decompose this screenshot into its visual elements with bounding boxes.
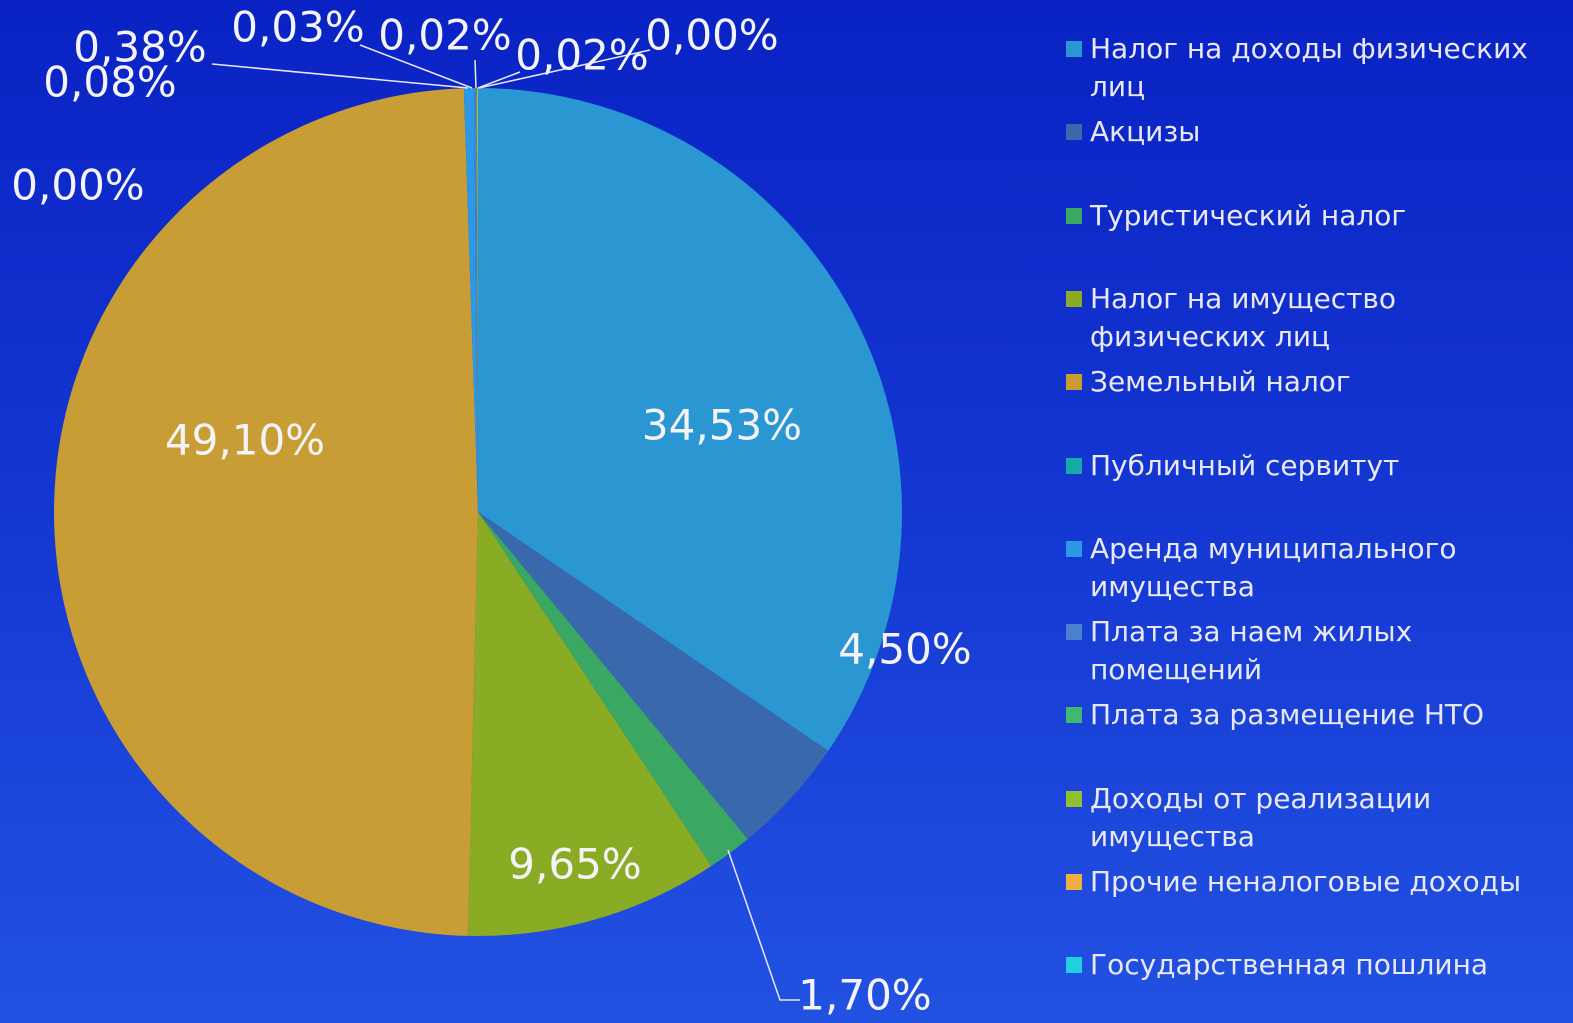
legend-item: Акцизы xyxy=(1066,113,1571,151)
slice xyxy=(478,88,902,751)
legend-swatch xyxy=(1066,874,1082,890)
legend-item: Публичный сервитут xyxy=(1066,447,1571,485)
legend-item: Доходы от реализации имущества xyxy=(1066,780,1571,856)
slice xyxy=(53,88,478,936)
legend-swatch xyxy=(1066,540,1082,557)
data-label: 0,03% xyxy=(231,3,364,52)
data-label: 0,38% xyxy=(73,23,206,72)
legend-item: Налог на доходы физических лиц xyxy=(1066,30,1571,106)
legend-label: Налог на имущество физических лиц xyxy=(1090,281,1397,353)
legend-item: Плата за размещение НТО xyxy=(1066,696,1571,734)
legend-swatch xyxy=(1066,624,1082,641)
legend-swatch xyxy=(1066,207,1082,224)
legend-label: Земельный налог xyxy=(1090,365,1351,399)
legend-item: Государственная пошлина xyxy=(1066,946,1571,984)
leader-line xyxy=(478,49,651,89)
data-label: 0,02% xyxy=(515,31,648,80)
legend-swatch xyxy=(1066,790,1082,807)
legend-label: Плата за наем жилых помещений xyxy=(1090,615,1413,687)
data-label: 1,70% xyxy=(798,971,931,1020)
legend: Налог на доходы физических лиц Акцизы Тури… xyxy=(1066,0,1571,1023)
slice xyxy=(476,88,478,512)
legend-item: Туристический налог xyxy=(1066,197,1571,235)
leader-line xyxy=(359,44,473,89)
data-label: 4,50% xyxy=(838,625,971,674)
data-label: 9,65% xyxy=(508,840,641,889)
slice xyxy=(474,88,478,513)
legend-label: Государственная пошлина xyxy=(1090,948,1489,982)
legend-item: Прочие неналоговые доходы xyxy=(1066,863,1571,901)
legend-item: Плата за наем жилых помещений xyxy=(1066,613,1571,689)
leader-line xyxy=(474,59,477,89)
legend-label: Доходы от реализации имущества xyxy=(1090,781,1432,853)
slice xyxy=(476,88,478,512)
legend-swatch xyxy=(1066,707,1082,724)
legend-item: Налог на имущество физических лиц xyxy=(1066,280,1571,356)
data-label: 0,00% xyxy=(645,11,778,60)
slice xyxy=(463,88,478,512)
data-label: 34,53% xyxy=(642,401,802,450)
legend-swatch xyxy=(1066,374,1082,391)
legend-swatch xyxy=(1066,457,1082,474)
slice xyxy=(478,512,748,867)
data-label: 0,02% xyxy=(378,11,511,60)
leader-line xyxy=(477,71,521,89)
legend-label: Налог на доходы физических лиц xyxy=(1090,32,1528,103)
pie-chart: 34,53%4,50%1,70%9,65%49,10%0,00%0,38%0,0… xyxy=(11,3,971,1020)
legend-swatch xyxy=(1066,957,1082,974)
legend-label: Аренда муниципального имущества xyxy=(1090,531,1457,603)
slice xyxy=(478,512,829,840)
data-label: 0,08% xyxy=(43,58,176,107)
data-label: 49,10% xyxy=(165,416,325,465)
data-label: 0,00% xyxy=(11,161,144,210)
legend-label: Прочие неналоговые доходы xyxy=(1090,865,1522,898)
leader-line xyxy=(727,849,800,1001)
legend-label: Акцизы xyxy=(1090,115,1201,149)
legend-item: Аренда муниципального имущества xyxy=(1066,530,1571,606)
leader-line xyxy=(211,63,469,89)
legend-swatch xyxy=(1066,124,1082,141)
legend-swatch xyxy=(1066,290,1082,307)
legend-label: Плата за размещение НТО xyxy=(1090,698,1485,732)
legend-item: Земельный налог xyxy=(1066,363,1571,401)
legend-label: Туристический налог xyxy=(1090,198,1407,232)
legend-swatch xyxy=(1066,41,1082,57)
slice xyxy=(468,512,712,936)
legend-label: Публичный сервитут xyxy=(1090,448,1400,482)
slice xyxy=(477,88,478,512)
